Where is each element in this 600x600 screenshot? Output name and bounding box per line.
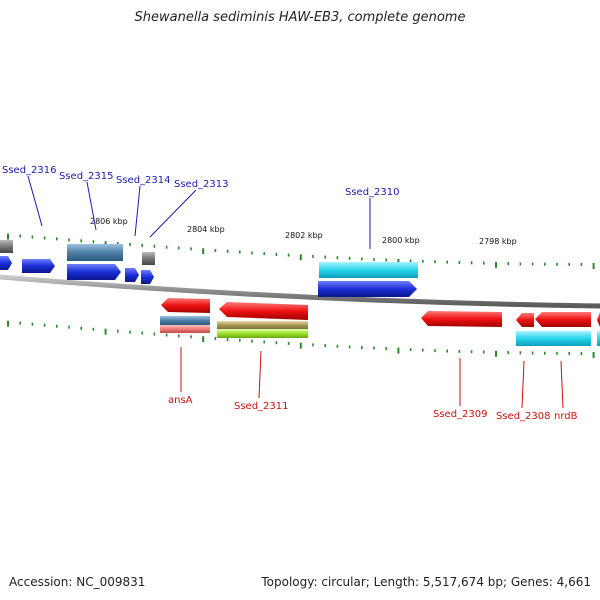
page-title: Shewanella sediminis HAW-EB3, complete g… [134,10,466,25]
ruler-label-2806: 2806 kbp [90,217,128,226]
ruler-label-2804: 2804 kbp [187,225,225,234]
genome-summary-text: Topology: circular; Length: 5,517,674 bp… [261,575,591,589]
gene-feature[interactable] [319,262,418,278]
ruler-label-2802: 2802 kbp [285,231,323,240]
ruler-label-2800: 2800 kbp [382,236,420,245]
gene-feature[interactable] [597,312,600,327]
gene-label-nrdb[interactable]: nrdB [554,411,578,422]
gene-feature[interactable] [0,256,12,270]
gene-feature[interactable] [516,313,534,327]
accession-text: Accession: NC_009831 [9,575,146,589]
gene-feature[interactable] [421,311,502,327]
genome-backbone [0,274,600,309]
gene-feature[interactable] [219,302,308,320]
gene-feature[interactable] [161,298,210,313]
gene-feature[interactable] [125,268,139,282]
reverse-leader-lines [180,347,564,409]
gene-label-ssed-2310[interactable]: Ssed_2310 [345,187,400,198]
gene-feature[interactable] [597,331,600,346]
gene-feature[interactable] [318,281,417,297]
forward-strand-features [0,240,418,297]
gene-label-ssed-2315[interactable]: Ssed_2315 [59,171,114,182]
gene-feature[interactable] [535,312,591,327]
gene-feature[interactable] [67,264,121,280]
gene-feature[interactable] [160,316,210,325]
gene-label-ssed-2313[interactable]: Ssed_2313 [174,179,229,190]
gene-feature[interactable] [217,321,308,329]
gene-label-ansa[interactable]: ansA [168,395,193,406]
gene-feature[interactable] [67,244,123,261]
gene-feature[interactable] [142,252,155,265]
gene-feature[interactable] [0,240,13,253]
gene-label-ssed-2316[interactable]: Ssed_2316 [2,165,57,176]
lower-tick-ring [7,320,595,358]
gene-label-ssed-2308[interactable]: Ssed_2308 [496,411,551,422]
gene-label-ssed-2314[interactable]: Ssed_2314 [116,175,171,186]
gene-feature[interactable] [160,325,210,333]
gene-label-ssed-2309[interactable]: Ssed_2309 [433,409,488,420]
ruler-label-2798: 2798 kbp [479,237,517,246]
reverse-strand-features [160,298,600,346]
gene-feature[interactable] [516,331,591,346]
gene-feature[interactable] [22,259,55,273]
forward-leader-lines [27,175,371,249]
gene-feature[interactable] [217,329,308,338]
gene-feature[interactable] [141,270,154,284]
gene-label-ssed-2311[interactable]: Ssed_2311 [234,401,289,412]
